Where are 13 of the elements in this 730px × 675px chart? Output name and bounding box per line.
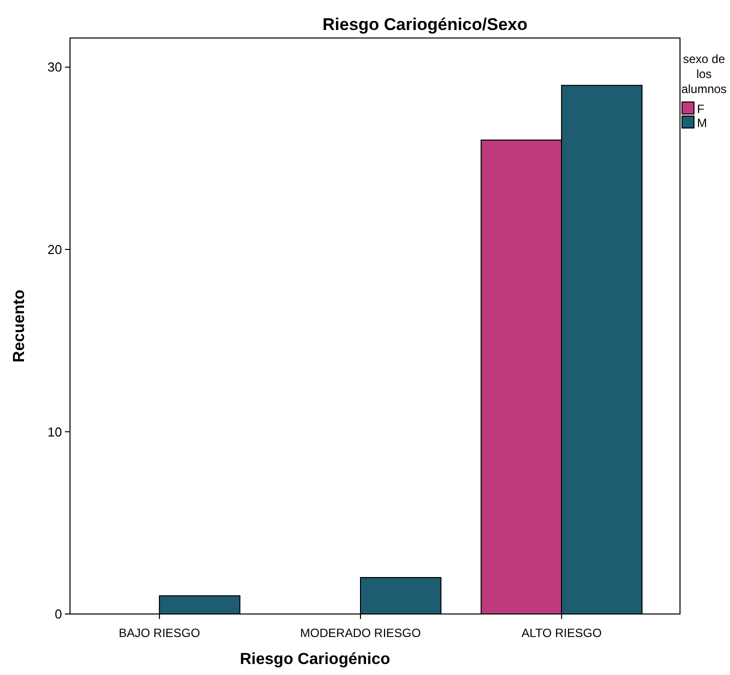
y-tick-label: 0 [54, 606, 62, 622]
x-tick-label: BAJO RIESGO [118, 626, 200, 640]
x-axis-title: Riesgo Cariogénico [240, 651, 390, 668]
x-tick-label: ALTO RIESGO [521, 626, 602, 640]
y-tick-label: 10 [48, 424, 62, 440]
chart-title: Riesgo Cariogénico/Sexo [322, 15, 528, 34]
x-tick-label: MODERADO RIESGO [300, 626, 421, 640]
legend-title: sexo de los alumnos [681, 52, 727, 96]
legend-label: F [697, 102, 704, 116]
y-tick-label: 20 [48, 242, 62, 257]
y-axis-title: Recuento [11, 289, 28, 362]
y-tick-label: 30 [48, 60, 62, 75]
legend-label: M [697, 116, 707, 130]
